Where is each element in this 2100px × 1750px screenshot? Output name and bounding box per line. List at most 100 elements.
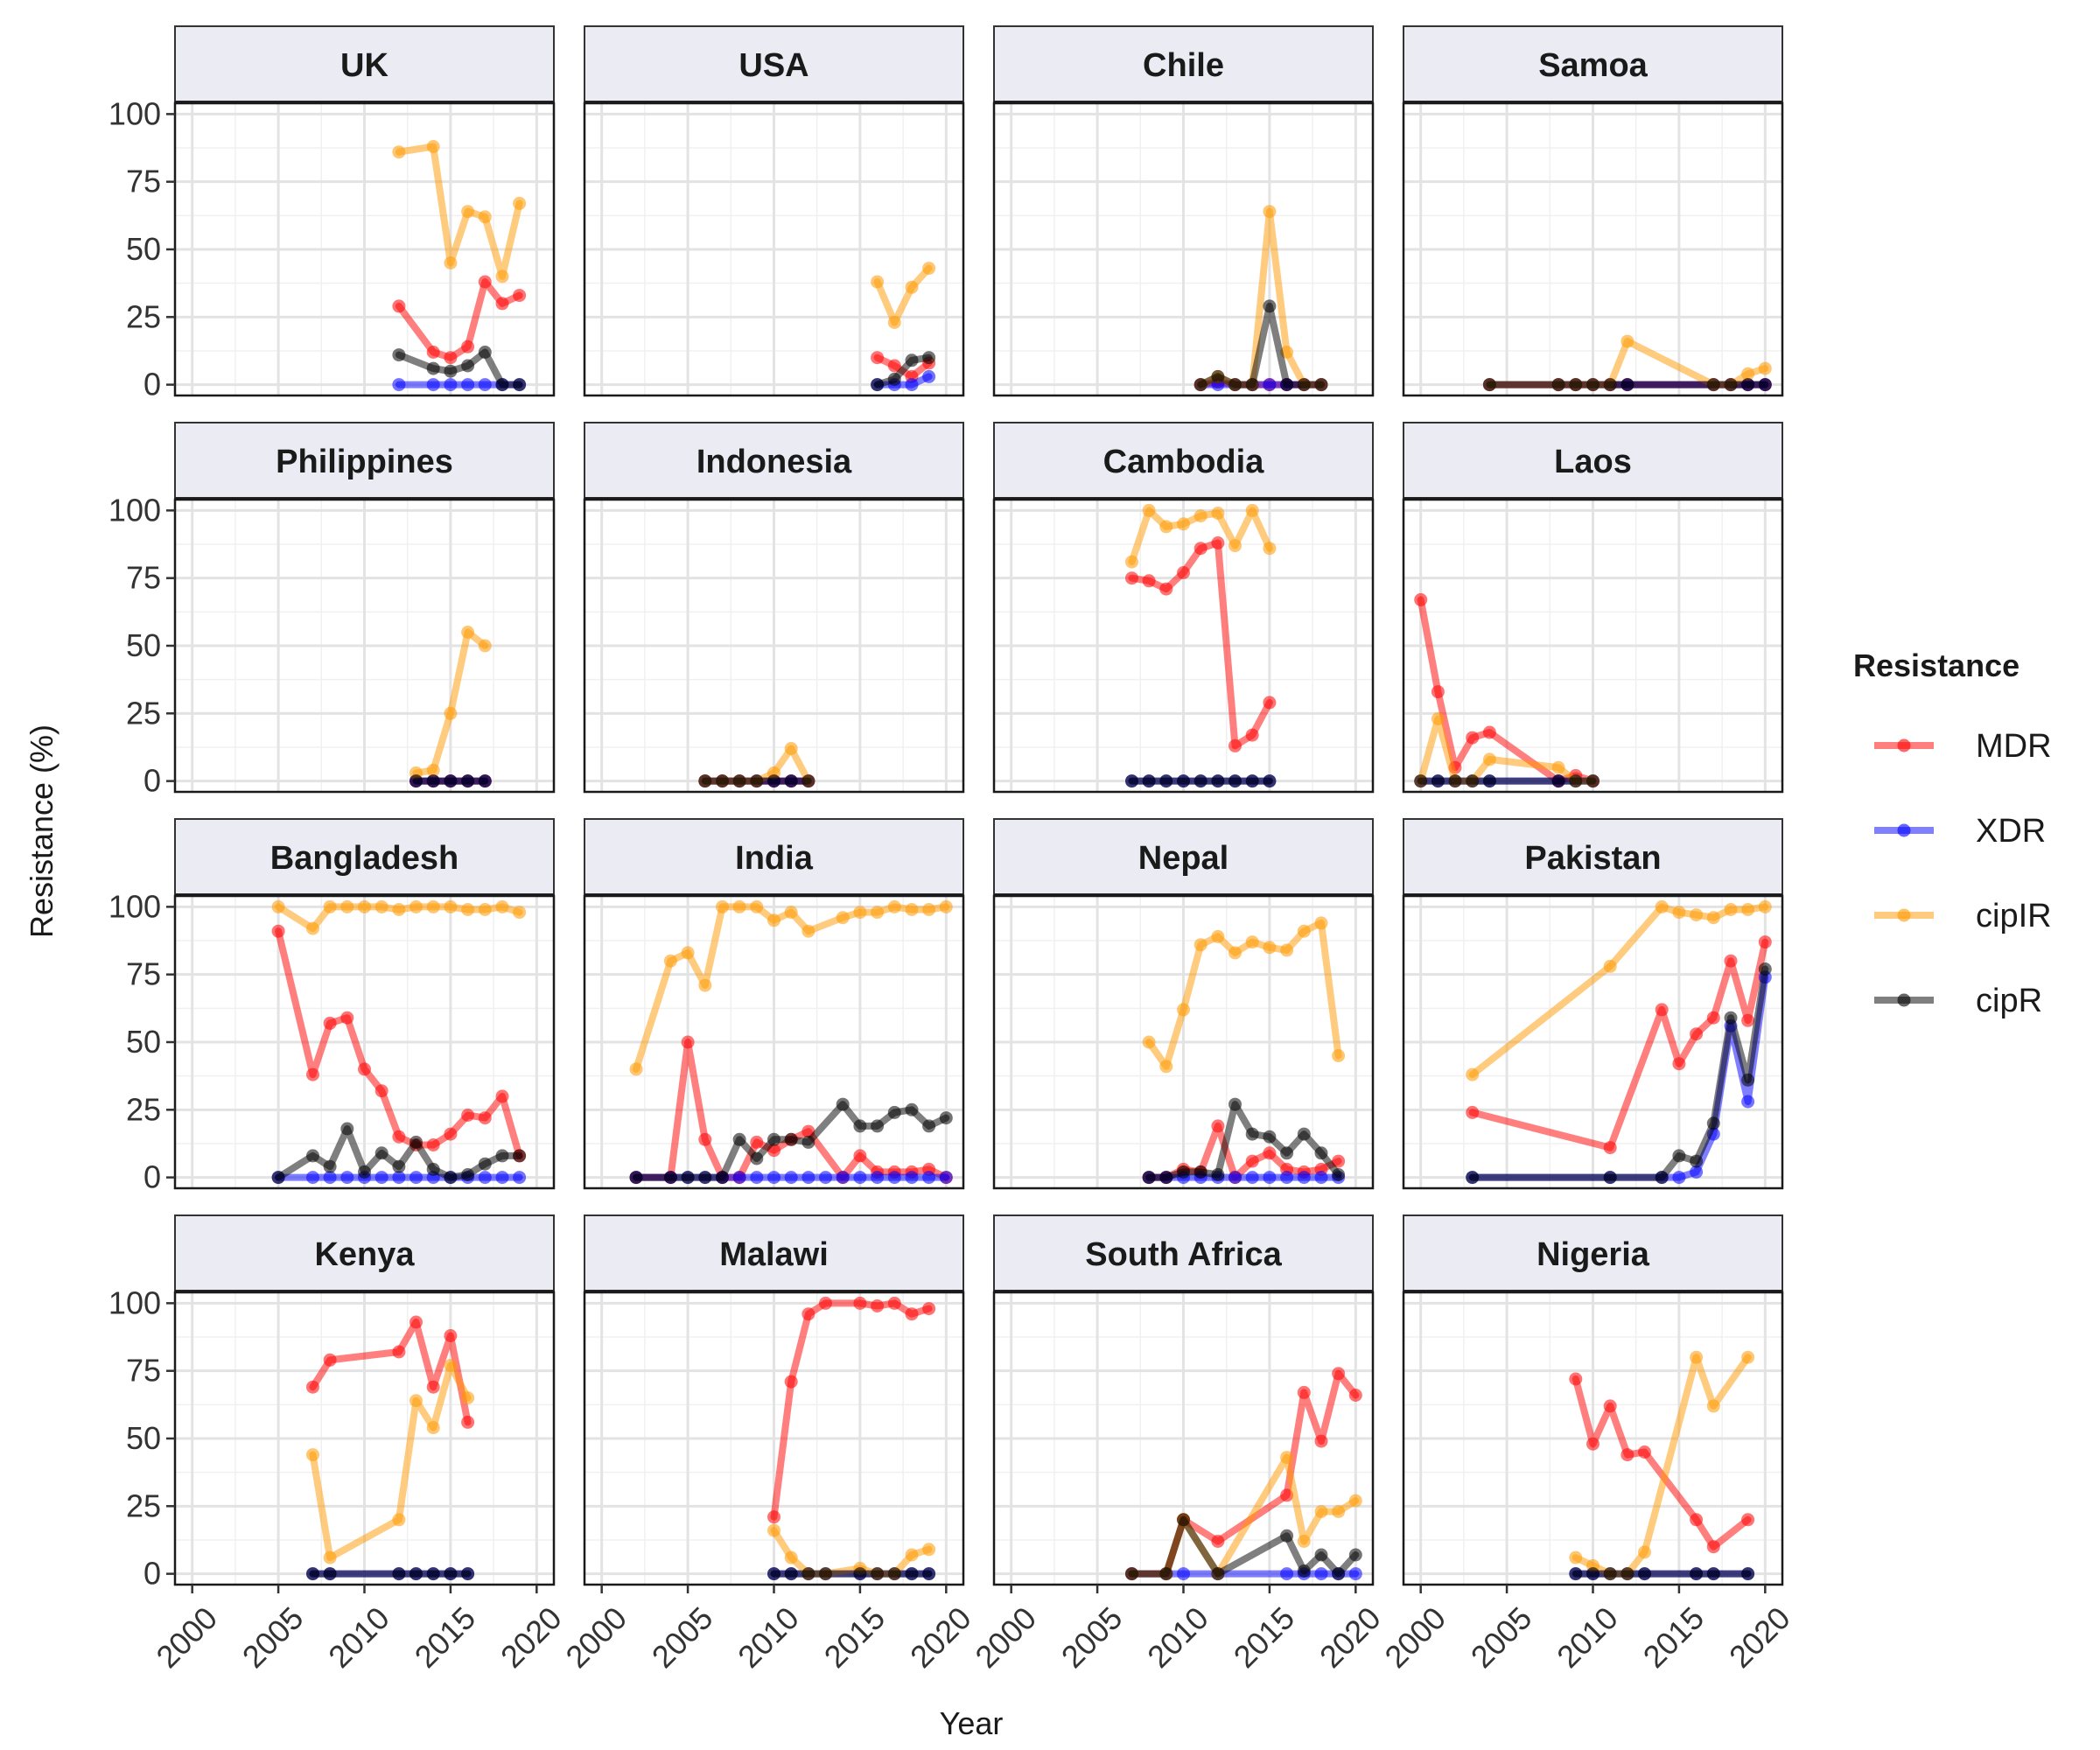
data-point [1569, 1550, 1583, 1564]
panel-border [1402, 498, 1784, 794]
data-point [1348, 1389, 1362, 1402]
series-cipr [410, 774, 492, 788]
data-point [1263, 941, 1277, 955]
data-point [1211, 774, 1225, 788]
y-tick-label: 0 [144, 1556, 161, 1592]
strip-samoa [1403, 25, 1783, 102]
data-point [887, 900, 901, 914]
data-point [323, 1567, 337, 1581]
y-tick-label: 100 [108, 1284, 161, 1320]
data-point [1724, 903, 1738, 916]
strip-label-malawi: Malawi [719, 1236, 829, 1273]
data-point [922, 1567, 936, 1581]
data-point [784, 742, 798, 755]
legend-key-point [1897, 823, 1911, 837]
series-cipr [392, 346, 527, 392]
data-point [306, 1567, 319, 1581]
data-point [1159, 582, 1173, 596]
data-point [767, 1523, 780, 1537]
strip-label-chile: Chile [1143, 47, 1224, 84]
data-point [629, 1062, 643, 1076]
data-point [461, 774, 475, 788]
x-tick-label: 2000 [968, 1600, 1043, 1675]
data-point [1177, 1567, 1190, 1581]
x-tick-label: 2020 [1312, 1600, 1388, 1675]
data-point [1332, 1567, 1346, 1581]
data-point [1263, 205, 1277, 219]
x-tick-label: 2020 [494, 1600, 569, 1675]
data-point [750, 1152, 764, 1166]
x-tick-label: 2010 [321, 1600, 396, 1675]
series-mdr [392, 275, 527, 365]
data-point [1724, 1011, 1738, 1025]
data-point [1211, 536, 1225, 550]
data-point [1245, 935, 1259, 949]
data-point [1431, 774, 1445, 788]
y-tick-label: 25 [126, 695, 161, 731]
data-point [1263, 1146, 1277, 1160]
x-axis: 2000 2005 2010 2015 2020 [149, 1585, 569, 1675]
data-point [1690, 1513, 1704, 1527]
data-point [1159, 1171, 1173, 1185]
data-point [819, 1171, 832, 1185]
y-tick-label: 75 [126, 1353, 161, 1389]
data-point [1159, 1567, 1173, 1581]
data-point [478, 1171, 492, 1185]
data-point [392, 378, 406, 392]
data-point [1228, 1171, 1242, 1185]
panel-kenya: Kenya 0 25 50 75 100 2000 2005 2010 2015 2020 [108, 1214, 569, 1675]
data-point [1690, 1154, 1704, 1168]
data-point [716, 1171, 729, 1185]
series-cipir [1569, 1350, 1755, 1581]
data-point [374, 1171, 388, 1185]
data-point [478, 774, 492, 788]
data-point [732, 1132, 746, 1146]
panel-samoa: Samoa [1402, 25, 1784, 397]
data-point [444, 1329, 458, 1342]
data-point [478, 903, 492, 916]
data-point [306, 921, 319, 935]
data-point [1620, 334, 1634, 348]
data-point [887, 1296, 901, 1310]
data-point [1758, 900, 1772, 914]
data-point [1125, 555, 1138, 569]
data-point [461, 903, 475, 916]
data-point [1177, 566, 1190, 579]
strip-uk [174, 25, 555, 102]
x-tick-label: 2010 [1550, 1600, 1625, 1675]
data-point [392, 1159, 406, 1173]
strip-label-nepal: Nepal [1138, 840, 1228, 877]
data-point [426, 378, 440, 392]
series-cipr [1125, 1513, 1362, 1581]
legend-title: Resistance [1853, 648, 2020, 683]
data-point [784, 1171, 798, 1185]
data-point [1638, 1567, 1651, 1581]
series-cipir [629, 900, 953, 1076]
data-point [1706, 1567, 1720, 1581]
data-point [1280, 1488, 1294, 1502]
legend-item-xdr: XDR [1874, 813, 2046, 850]
data-point [802, 1307, 816, 1321]
y-tick-label: 100 [108, 95, 161, 131]
x-tick-label: 2000 [1377, 1600, 1452, 1675]
data-point [750, 1171, 764, 1185]
data-point [922, 1119, 936, 1133]
legend-item-cipir: cipIR [1874, 898, 2052, 934]
panel-india: India [583, 818, 965, 1190]
data-point [444, 1567, 458, 1581]
data-point [1263, 696, 1277, 710]
data-point [1177, 774, 1190, 788]
y-axis: 0 25 50 75 100 [108, 95, 175, 402]
panel-laos: Laos [1402, 422, 1784, 794]
data-point [1314, 378, 1328, 392]
series-cipir [306, 1359, 475, 1564]
data-point [323, 1159, 337, 1173]
data-point [1263, 1130, 1277, 1144]
data-point [495, 1171, 509, 1185]
data-point [513, 1171, 527, 1185]
legend-item-mdr: MDR [1874, 728, 2052, 765]
panel-south-africa: South Africa 2000 2005 2010 2015 2020 [968, 1214, 1388, 1675]
x-tick-label: 2015 [408, 1600, 483, 1675]
data-point [732, 900, 746, 914]
data-point [1297, 924, 1311, 938]
